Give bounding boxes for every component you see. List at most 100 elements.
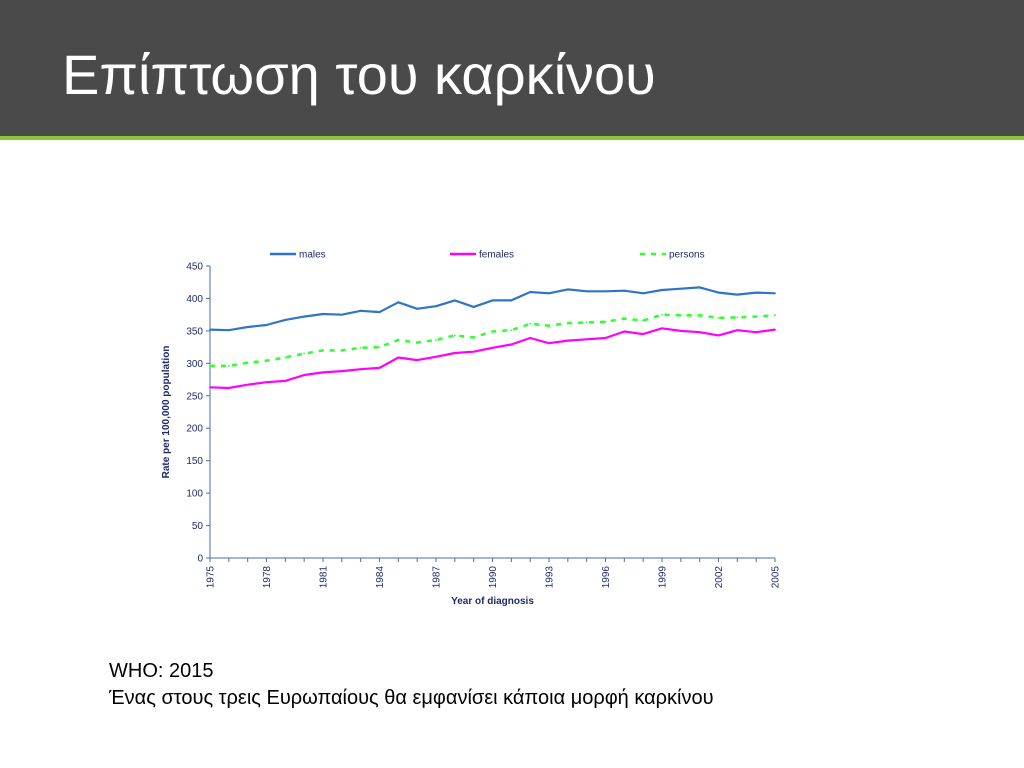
data-point-persons xyxy=(548,324,550,327)
data-point-males xyxy=(359,309,362,312)
data-point-persons xyxy=(736,316,739,319)
data-point-males xyxy=(227,329,230,332)
data-point-persons xyxy=(265,359,268,362)
data-point-males xyxy=(303,315,306,318)
caption-source: WHO: 2015 xyxy=(109,660,214,682)
data-point-males xyxy=(265,324,268,326)
data-point-males xyxy=(661,289,663,291)
data-point-persons xyxy=(416,341,419,344)
data-point-persons xyxy=(604,320,607,323)
data-point-persons xyxy=(227,365,230,367)
data-point-females xyxy=(548,342,550,345)
data-point-males xyxy=(548,292,550,295)
data-point-females xyxy=(736,329,739,332)
data-point-females xyxy=(698,331,701,334)
x-tick-label: 1984 xyxy=(375,566,386,589)
data-point-persons xyxy=(585,321,588,324)
series-line-persons xyxy=(210,313,776,368)
data-point-females xyxy=(435,355,437,358)
data-point-females xyxy=(209,386,211,389)
data-point-females xyxy=(585,338,588,341)
data-point-persons xyxy=(472,336,475,339)
data-point-females xyxy=(472,350,475,353)
data-point-females xyxy=(246,383,249,386)
caption-statement: Ένας στους τρεις Ευρωπαίους θα εμφανίσει… xyxy=(109,687,714,709)
data-point-persons xyxy=(397,339,400,341)
data-point-persons xyxy=(453,334,456,337)
data-point-females xyxy=(284,379,287,382)
y-tick-label: 50 xyxy=(192,521,204,532)
data-point-females xyxy=(717,334,720,337)
y-tick-label: 100 xyxy=(186,489,203,500)
data-point-persons xyxy=(642,319,645,322)
x-tick-label: 1996 xyxy=(601,566,612,589)
data-point-females xyxy=(661,327,663,330)
data-point-persons xyxy=(623,317,626,320)
chart-svg: 0 50 100 150 200 250 300 350 400 450 1975 1978 1981 1… xyxy=(161,250,782,608)
data-point-females xyxy=(510,343,513,346)
data-point-males xyxy=(755,291,758,294)
data-point-persons xyxy=(322,349,324,352)
page-title: Επίπτωση του καρκίνου xyxy=(62,43,656,106)
data-point-persons xyxy=(755,315,758,318)
data-point-females xyxy=(227,387,230,389)
data-point-females xyxy=(416,359,419,361)
data-point-persons xyxy=(510,329,513,332)
data-point-females xyxy=(679,329,682,332)
x-tick-label: 1999 xyxy=(658,566,669,589)
data-point-females xyxy=(453,352,456,354)
header-divider xyxy=(0,136,1024,140)
x-axis-title: Year of diagnosis xyxy=(451,596,534,607)
data-point-males xyxy=(472,305,475,308)
data-point-males xyxy=(585,290,588,293)
data-point-females xyxy=(642,333,645,336)
data-point-females xyxy=(303,374,306,376)
data-point-females xyxy=(265,381,268,384)
data-point-persons xyxy=(661,313,663,316)
data-point-females xyxy=(623,330,626,333)
data-point-females xyxy=(566,339,569,342)
data-point-persons xyxy=(774,314,776,317)
data-point-persons xyxy=(340,349,343,352)
data-point-males xyxy=(736,293,739,296)
incidence-chart: 0 50 100 150 200 250 300 350 400 450 1975 1978 1981 1… xyxy=(155,238,785,610)
y-tick-label: 300 xyxy=(186,359,203,370)
data-point-males xyxy=(322,313,324,315)
x-tick-label: 2005 xyxy=(771,566,782,589)
legend-label-females: females xyxy=(479,250,514,261)
x-tick-label: 1978 xyxy=(262,566,273,589)
data-point-persons xyxy=(698,314,701,317)
data-point-males xyxy=(679,287,682,290)
data-point-persons xyxy=(359,346,362,349)
x-tick-label: 1987 xyxy=(432,566,443,589)
data-point-persons xyxy=(529,322,532,325)
y-tick-label: 0 xyxy=(197,554,203,565)
data-point-females xyxy=(378,366,381,369)
data-point-males xyxy=(378,311,381,313)
legend-label-persons: persons xyxy=(669,250,705,261)
header-bar: Επίπτωση του καρκίνου xyxy=(0,0,1024,136)
data-point-males xyxy=(397,301,400,304)
data-point-males xyxy=(774,292,776,295)
data-point-persons xyxy=(566,322,569,325)
data-point-males xyxy=(453,299,456,302)
data-point-males xyxy=(604,290,607,293)
y-tick-label: 450 xyxy=(186,262,203,273)
series-line-males xyxy=(209,286,776,332)
data-point-males xyxy=(623,289,626,292)
data-point-males xyxy=(209,328,211,331)
data-point-males xyxy=(491,299,494,302)
y-tick-label: 200 xyxy=(186,424,203,435)
legend-label-males: males xyxy=(299,250,326,261)
data-point-males xyxy=(510,299,513,302)
data-point-males xyxy=(642,292,645,295)
data-point-males xyxy=(529,291,532,293)
data-point-persons xyxy=(679,314,682,317)
data-point-persons xyxy=(717,317,720,319)
data-point-males xyxy=(717,291,720,294)
data-point-persons xyxy=(378,346,381,349)
y-axis-title: Rate per 100,000 population xyxy=(161,346,172,479)
data-point-males xyxy=(246,326,249,328)
data-point-females xyxy=(755,331,758,334)
data-point-females xyxy=(604,337,607,339)
